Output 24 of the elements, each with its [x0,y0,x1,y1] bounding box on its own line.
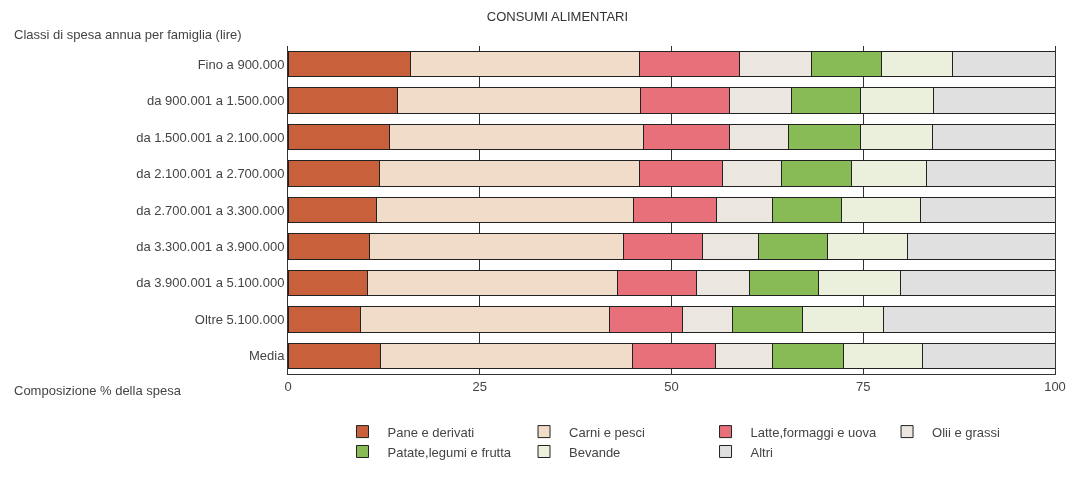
y-tick-label: da 2.700.001 a 3.300.000 [136,202,285,218]
chart-title: CONSUMI ALIMENTARI [486,9,629,25]
x-tick-label: 0 [284,378,292,394]
y-tick-label: da 3.900.001 a 5.100.000 [136,275,285,291]
legend-label: Altri [750,444,774,460]
legend-label: Bevande [569,444,621,460]
y-tick-label: Media [248,348,286,364]
legend-label: Latte,formaggi e uova [750,424,878,440]
x-tick-label: 25 [472,378,487,394]
x-tick-label: 75 [856,378,871,394]
x-tick-label: 50 [664,378,679,394]
y-tick-label: Oltre 5.100.000 [194,311,285,327]
y-tick-label: Fino a 900.000 [197,56,285,72]
y-tick-label: da 2.100.001 a 2.700.000 [136,166,285,182]
legend-label: Patate,legumi e frutta [387,444,512,460]
x-tick-label: 100 [1044,378,1066,394]
legend-label: Pane e derivati [387,424,475,440]
y-axis-title: Classi di spesa annua per famiglia (lire) [14,27,242,42]
y-tick-label: da 1.500.001 a 2.100.000 [136,129,285,145]
y-tick-label: da 900.001 a 1.500.000 [147,93,285,109]
y-tick-label: da 3.300.001 a 3.900.000 [136,238,285,254]
x-axis-title: Composizione % della spesa [14,383,182,398]
legend-label: Carni e pesci [569,424,645,440]
legend-label: Olii e grassi [932,424,1001,440]
